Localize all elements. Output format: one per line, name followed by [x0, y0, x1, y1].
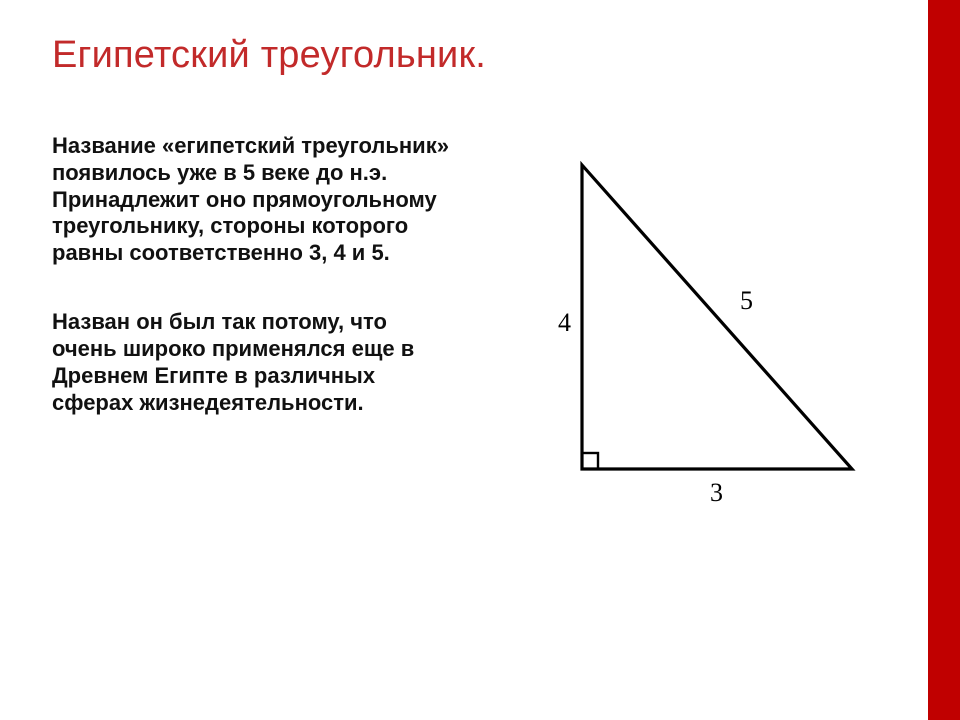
slide-body: Египетский треугольник. Название «египет… [0, 0, 928, 720]
triangle-shape [582, 165, 852, 469]
side-label-hypotenuse: 5 [740, 286, 753, 315]
content-row: Название «египетский треугольник» появил… [52, 133, 908, 519]
paragraph-2: Назван он был так потому, что очень широ… [52, 309, 452, 416]
side-label-base: 3 [710, 478, 723, 507]
egyptian-triangle-diagram: 4 5 3 [504, 139, 884, 519]
side-label-vertical: 4 [558, 308, 571, 337]
text-column: Название «египетский треугольник» появил… [52, 133, 452, 416]
figure-column: 4 5 3 [480, 133, 908, 519]
slide-title: Египетский треугольник. [52, 34, 908, 77]
accent-bar [928, 0, 960, 720]
paragraph-1: Название «египетский треугольник» появил… [52, 133, 452, 267]
